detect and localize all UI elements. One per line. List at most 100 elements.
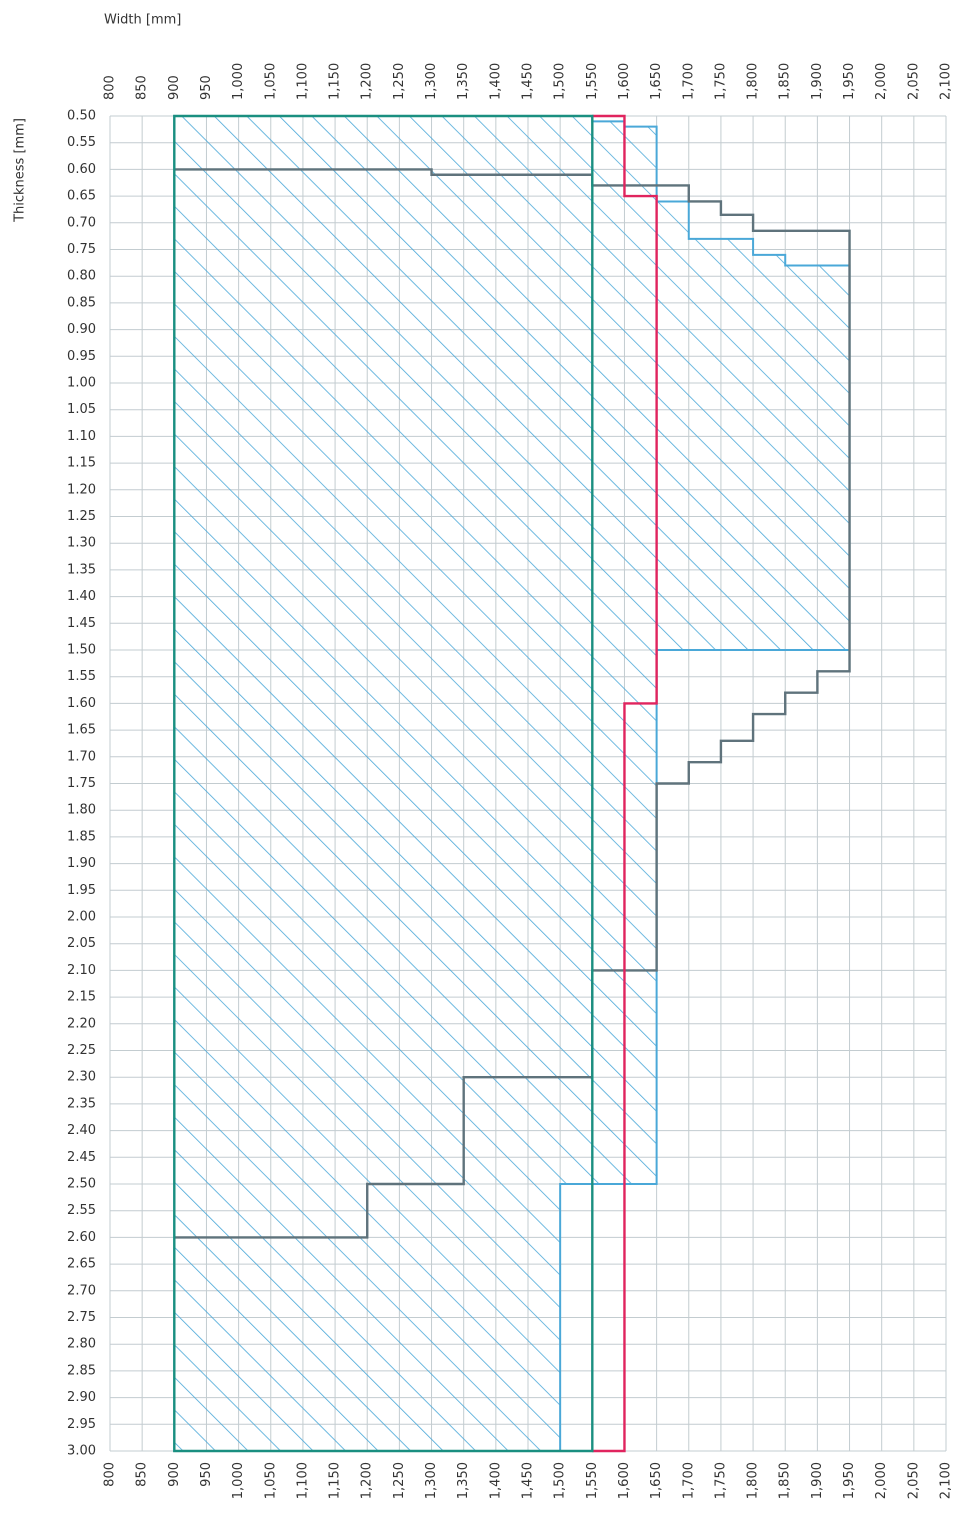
- x-tick-label: 900: [167, 1462, 182, 1487]
- y-tick-label: 2.30: [67, 1070, 96, 1085]
- x-tick-label: 1,550: [585, 1462, 600, 1499]
- y-tick-label: 2.15: [67, 990, 96, 1005]
- y-tick-label: 0.60: [67, 162, 96, 177]
- y-tick-label: 2.85: [67, 1363, 96, 1378]
- x-tick-label: 1,100: [295, 63, 310, 100]
- x-tick-label: 1,700: [681, 1462, 696, 1499]
- y-tick-label: 3.00: [67, 1444, 96, 1459]
- y-tick-label: 0.85: [67, 295, 96, 310]
- y-tick-label: 1.55: [67, 669, 96, 684]
- x-tick-label: 2,100: [939, 63, 954, 100]
- y-tick-label: 1.05: [67, 402, 96, 417]
- y-tick-label: 0.50: [67, 109, 96, 124]
- y-tick-label: 0.75: [67, 242, 96, 257]
- x-tick-label: 1,450: [521, 63, 536, 100]
- x-tick-label: 2,000: [874, 63, 889, 100]
- x-tick-label: 1,200: [360, 1462, 375, 1499]
- x-tick-label: 2,000: [874, 1462, 889, 1499]
- y-tick-label: 1.20: [67, 482, 96, 497]
- x-tick-label: 800: [103, 75, 118, 100]
- y-tick-label: 2.05: [67, 936, 96, 951]
- y-tick-label: 2.00: [67, 910, 96, 925]
- x-tick-label: 1,000: [231, 1462, 246, 1499]
- y-axis-title: Thickness [mm]: [13, 118, 28, 223]
- x-tick-label: 1,300: [424, 63, 439, 100]
- y-tick-label: 2.50: [67, 1177, 96, 1192]
- y-tick-label: 2.75: [67, 1310, 96, 1325]
- x-tick-label: 1,800: [746, 1462, 761, 1499]
- x-tick-label: 1,400: [488, 1462, 503, 1499]
- x-tick-label: 1,700: [681, 63, 696, 100]
- x-tick-label: 1,450: [521, 1462, 536, 1499]
- y-tick-label: 1.65: [67, 723, 96, 738]
- x-tick-label: 1,550: [585, 63, 600, 100]
- x-tick-label: 1,300: [424, 1462, 439, 1499]
- y-tick-label: 1.15: [67, 456, 96, 471]
- y-tick-label: 0.90: [67, 322, 96, 337]
- y-tick-label: 2.90: [67, 1390, 96, 1405]
- x-tick-label: 1,950: [842, 63, 857, 100]
- y-tick-label: 0.70: [67, 215, 96, 230]
- y-tick-label: 2.35: [67, 1096, 96, 1111]
- y-tick-label: 1.40: [67, 589, 96, 604]
- boundary-line: [592, 114, 658, 1453]
- x-tick-label: 1,050: [263, 1462, 278, 1499]
- y-tick-label: 2.70: [67, 1283, 96, 1298]
- x-tick-label: 1,650: [649, 63, 664, 100]
- x-tick-label: 1,850: [778, 1462, 793, 1499]
- y-tick-label: 1.35: [67, 562, 96, 577]
- x-tick-label: 900: [167, 75, 182, 100]
- y-tick-label: 1.70: [67, 749, 96, 764]
- x-tick-label: 950: [199, 75, 214, 100]
- y-tick-label: 1.75: [67, 776, 96, 791]
- y-tick-label: 0.65: [67, 189, 96, 204]
- x-tick-label: 1,200: [360, 63, 375, 100]
- x-tick-label: 1,050: [263, 63, 278, 100]
- y-tick-label: 2.20: [67, 1016, 96, 1031]
- x-tick-label: 1,950: [842, 1462, 857, 1499]
- x-tick-label: 1,000: [231, 63, 246, 100]
- y-tick-label: 1.50: [67, 643, 96, 658]
- y-tick-label: 1.10: [67, 429, 96, 444]
- x-tick-label: 1,100: [295, 1462, 310, 1499]
- y-tick-label: 1.30: [67, 536, 96, 551]
- y-tick-label: 1.25: [67, 509, 96, 524]
- x-tick-label: 850: [135, 75, 150, 100]
- y-tick-label: 1.00: [67, 376, 96, 391]
- y-tick-label: 2.95: [67, 1417, 96, 1432]
- x-tick-label: 1,850: [778, 63, 793, 100]
- y-tick-label: 1.80: [67, 803, 96, 818]
- x-tick-label: 1,500: [553, 1462, 568, 1499]
- y-tick-label: 2.10: [67, 963, 96, 978]
- x-tick-label: 1,600: [617, 63, 632, 100]
- x-tick-label: 1,350: [456, 63, 471, 100]
- x-tick-label: 1,350: [456, 1462, 471, 1499]
- y-tick-label: 1.60: [67, 696, 96, 711]
- x-tick-label: 1,500: [553, 63, 568, 100]
- x-tick-label: 2,050: [906, 63, 921, 100]
- x-tick-label: 2,050: [906, 1462, 921, 1499]
- x-tick-label: 1,250: [392, 63, 407, 100]
- y-tick-label: 1.85: [67, 829, 96, 844]
- x-tick-label: 1,400: [488, 63, 503, 100]
- y-tick-label: 0.80: [67, 269, 96, 284]
- y-tick-label: 0.95: [67, 349, 96, 364]
- x-tick-label: 1,900: [810, 1462, 825, 1499]
- y-tick-label: 1.90: [67, 856, 96, 871]
- x-tick-label: 1,600: [617, 1462, 632, 1499]
- x-tick-label: 950: [199, 1462, 214, 1487]
- x-tick-label: 1,750: [713, 63, 728, 100]
- y-tick-label: 2.60: [67, 1230, 96, 1245]
- y-tick-label: 2.80: [67, 1337, 96, 1352]
- boundary-line: [173, 114, 594, 1453]
- y-tick-label: 0.55: [67, 135, 96, 150]
- y-tick-label: 2.65: [67, 1257, 96, 1272]
- y-tick-label: 2.40: [67, 1123, 96, 1138]
- y-tick-label: 2.45: [67, 1150, 96, 1165]
- x-tick-label: 1,800: [746, 63, 761, 100]
- x-tick-label: 1,250: [392, 1462, 407, 1499]
- y-tick-label: 1.95: [67, 883, 96, 898]
- x-tick-label: 850: [135, 1462, 150, 1487]
- x-axis-title: Width [mm]: [104, 13, 181, 28]
